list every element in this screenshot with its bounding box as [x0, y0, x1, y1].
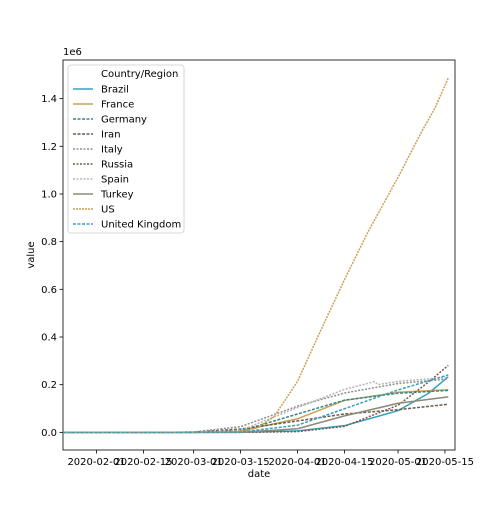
y-axis-multiplier: 1e6: [63, 47, 82, 58]
y-tick-label: 0.8: [41, 237, 57, 248]
y-tick-label: 0.0: [41, 428, 57, 439]
series-line-spain: [63, 376, 449, 434]
series-line-russia: [62, 364, 449, 434]
x-tick-label: 2020-05-15: [416, 457, 474, 468]
legend-label: United Kingdom: [101, 220, 181, 231]
y-tick-label: 0.6: [41, 285, 57, 296]
x-axis-ticks: 2020-02-012020-02-152020-03-012020-03-15…: [67, 450, 474, 468]
y-axis-label: value: [26, 241, 37, 268]
x-tick-label: 2020-04-15: [315, 457, 373, 468]
legend-label: France: [101, 100, 134, 111]
x-tick-label: 2020-03-01: [165, 457, 223, 468]
x-tick-label: 2020-04-01: [268, 457, 326, 468]
legend-label: Spain: [101, 175, 129, 186]
series-layer: [62, 77, 449, 434]
y-tick-label: 0.4: [41, 333, 57, 344]
legend-label: Iran: [101, 130, 121, 141]
series-line-united-kingdom: [62, 374, 449, 434]
y-axis-ticks: 0.0 0.2 0.4 0.6 0.8 1.0 1.2 1.4: [41, 94, 63, 439]
series-line-germany: [63, 389, 449, 434]
legend-label: Italy: [101, 145, 123, 156]
y-tick-label: 1.0: [41, 189, 57, 200]
legend: Country/Region Brazil France Germany Iran It…: [67, 64, 185, 234]
legend-label: Turkey: [100, 190, 134, 201]
x-tick-label: 2020-05-01: [369, 457, 427, 468]
x-tick-label: 2020-02-15: [114, 457, 172, 468]
legend-label: US: [101, 205, 115, 216]
x-tick-label: 2020-02-01: [67, 457, 125, 468]
x-axis-label: date: [248, 469, 271, 480]
y-tick-label: 1.2: [41, 142, 57, 153]
legend-label: Russia: [101, 160, 133, 171]
legend-label: Brazil: [101, 85, 129, 96]
axes-frame: [62, 59, 456, 451]
legend-box: [67, 64, 185, 234]
legend-title: Country/Region: [101, 69, 178, 80]
legend-items: Brazil France Germany Iran Italy Russia Spain T…: [73, 85, 181, 231]
legend-label: Germany: [101, 115, 147, 126]
plot-area: 2020-02-012020-02-152020-03-012020-03-15…: [41, 59, 474, 468]
y-tick-label: 1.4: [41, 94, 57, 105]
x-tick-label: 2020-03-15: [212, 457, 270, 468]
y-tick-label: 0.2: [41, 380, 57, 391]
